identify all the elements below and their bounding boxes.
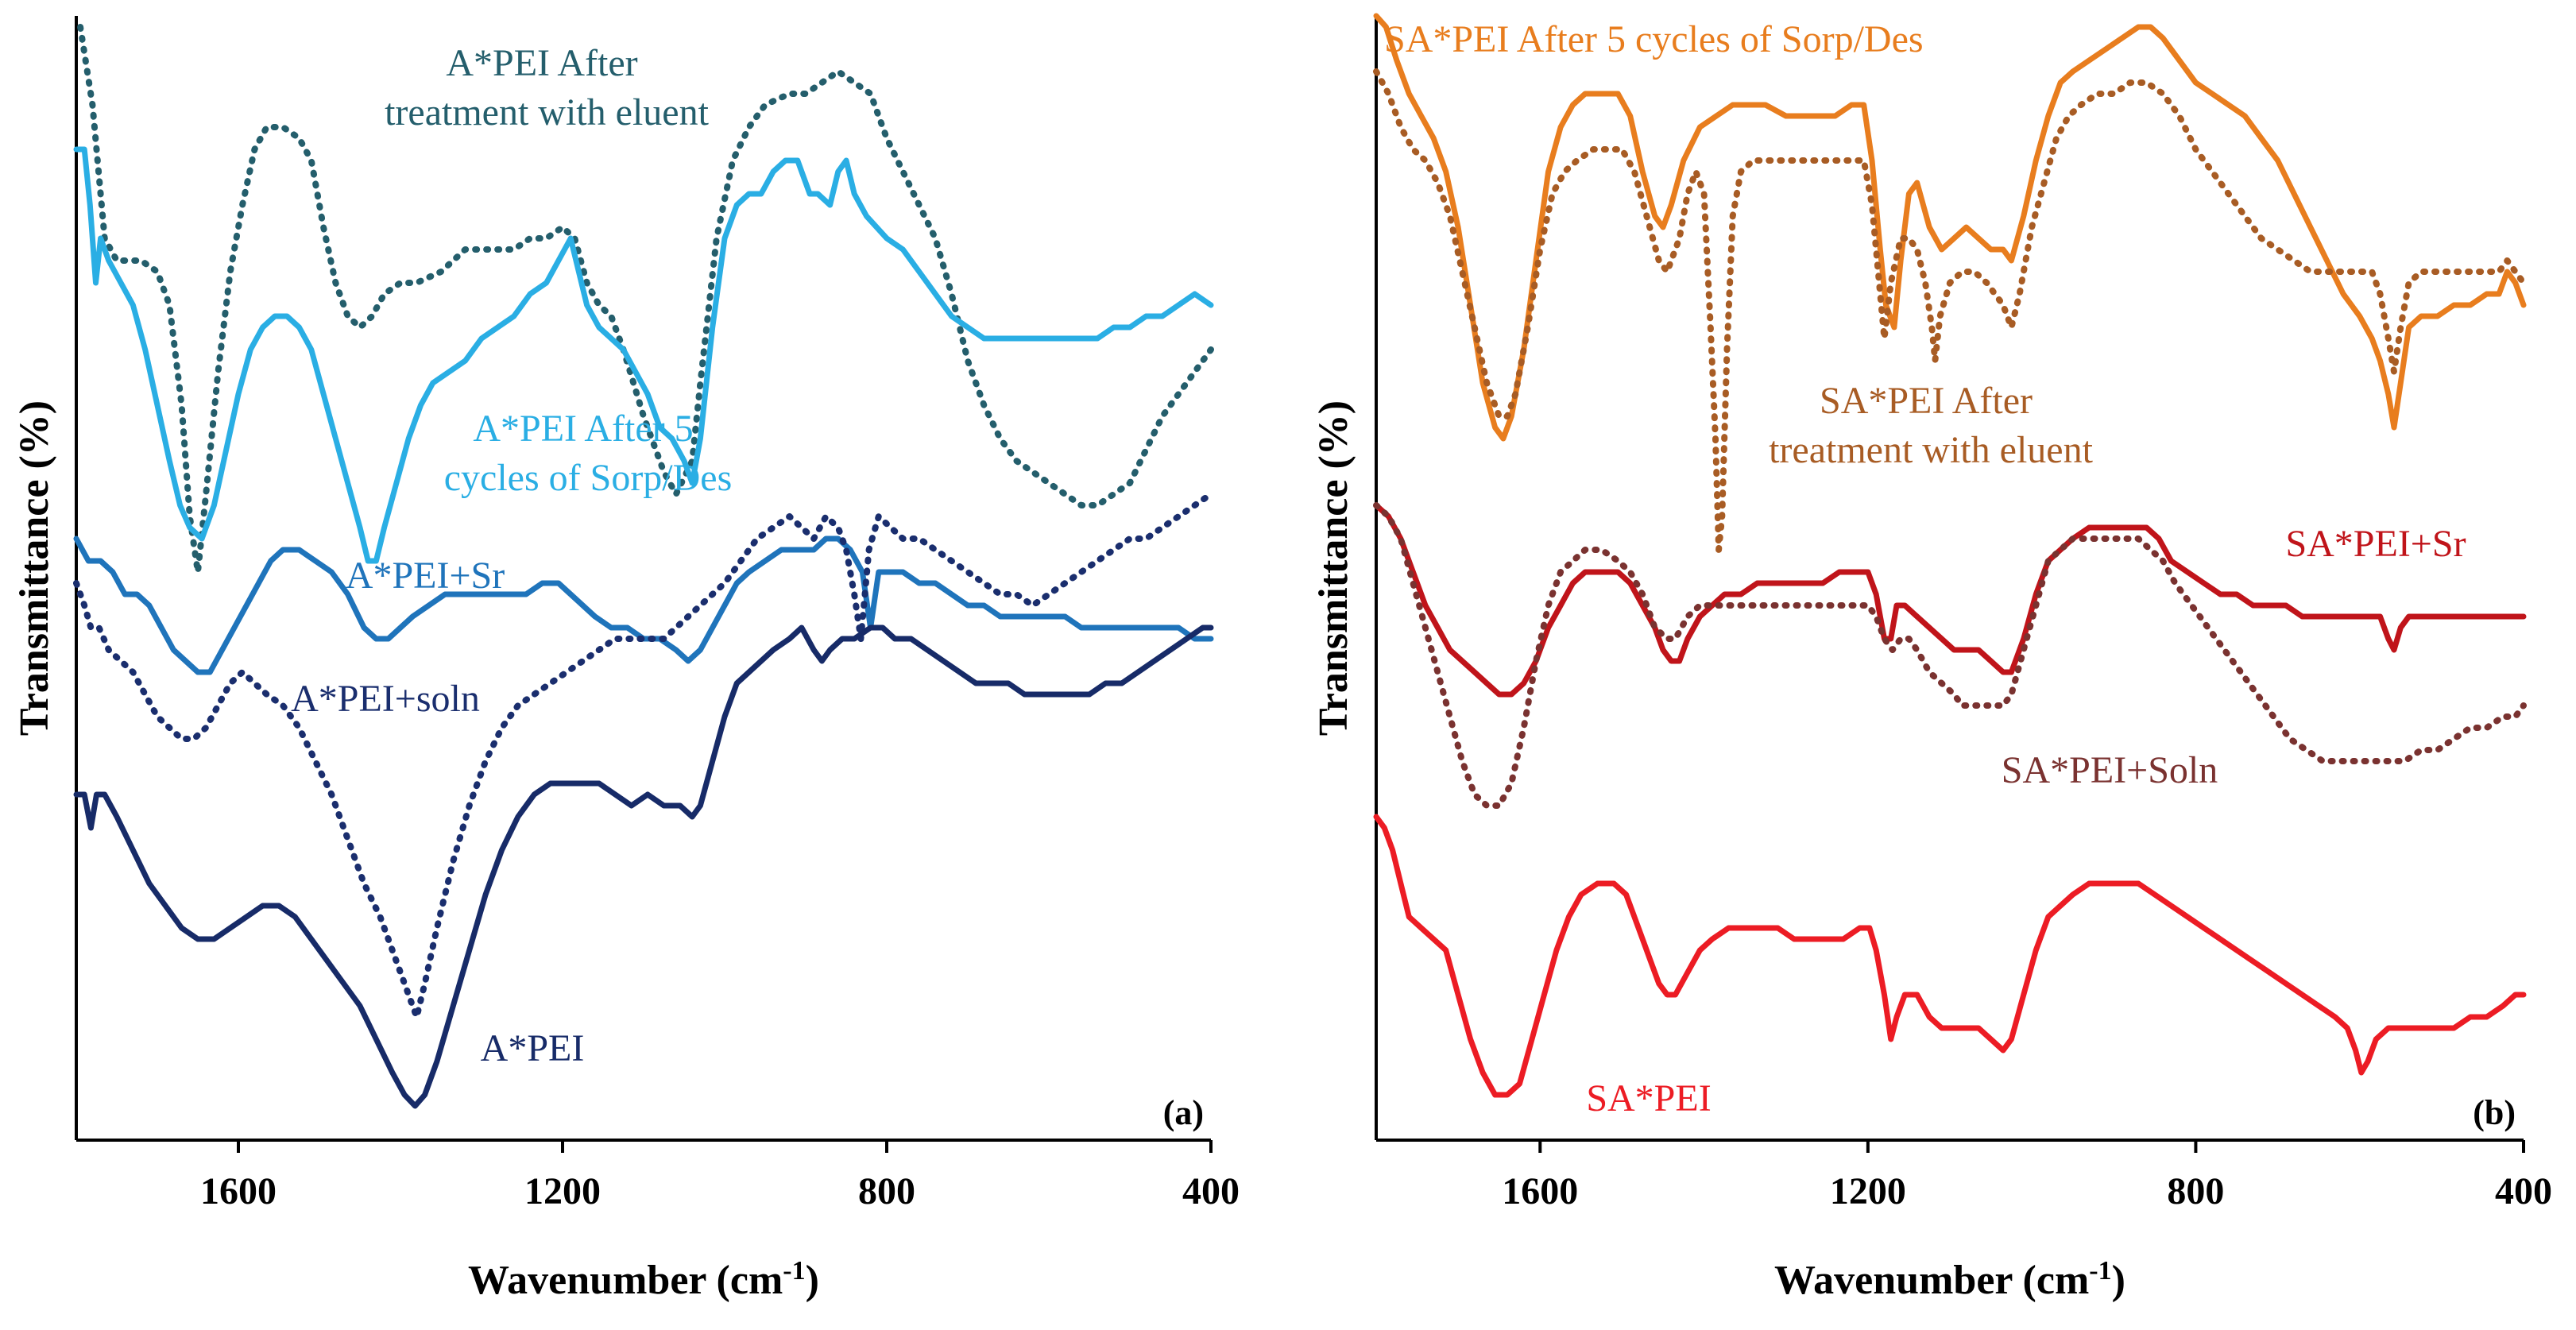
x-ticks: 1600 1200 800 400 (1502, 1140, 2552, 1212)
series-label-sr: A*PEI+Sr (346, 555, 505, 597)
series-label-cycles: SA*PEI After 5 cycles of Sorp/Des (1384, 18, 1924, 60)
series-label-sapei: SA*PEI (1586, 1077, 1711, 1119)
series-label-soln: A*PEI+soln (291, 678, 480, 720)
series-line-a-pei-soln (73, 491, 1214, 1020)
series-line-a-pei-after-5-cycles-of-sorp-des (73, 146, 1214, 564)
series-line-a-pei-sr (73, 535, 1214, 675)
series-label-apei: A*PEI (481, 1027, 585, 1069)
series-label-eluent: SA*PEI After treatment with eluent (1769, 380, 2094, 471)
x-tick-label: 1200 (1830, 1170, 1906, 1212)
x-tick-label: 1600 (200, 1170, 277, 1212)
series-line-sa-pei-soln (1373, 502, 2527, 809)
series-line-a-pei (73, 624, 1214, 1109)
panel-label: (b) (2473, 1093, 2516, 1132)
x-tick-label: 1200 (524, 1170, 601, 1212)
panel-a: 1600 1200 800 400 Transmittance (%) Wavenum… (12, 16, 1240, 1303)
x-tick-label: 1600 (1502, 1170, 1578, 1212)
x-tick-label: 400 (2495, 1170, 2552, 1212)
series-line-a-pei-after-treatment-with-eluent (77, 24, 1214, 575)
x-tick-label: 400 (1182, 1170, 1240, 1212)
series-label-sr: SA*PEI+Sr (2285, 523, 2466, 565)
y-axis-title: Transmittance (%) (12, 400, 57, 736)
x-axis-title: Wavenumber (cm-1) (1774, 1256, 2125, 1304)
series-line-sa-pei-after-5-cycles-of-sorp-des (1373, 13, 2527, 442)
series-label-cycles: A*PEI After 5 cycles of Sorp/Des (444, 408, 733, 499)
panel-label: (a) (1163, 1093, 1204, 1132)
panel-b: 1600 1200 800 400 Transmittance (%) Wavenum… (1311, 13, 2552, 1304)
series-group (73, 24, 1214, 1109)
series-line-sa-pei-sr (1373, 502, 2527, 698)
series-label-soln: SA*PEI+Soln (2002, 749, 2218, 791)
series-line-sa-pei-after-treatment-with-eluent (1373, 68, 2527, 553)
series-label-eluent: A*PEI After treatment with eluent (385, 42, 710, 133)
x-tick-label: 800 (2167, 1170, 2224, 1212)
x-ticks: 1600 1200 800 400 (200, 1140, 1240, 1212)
y-axis-title: Transmittance (%) (1311, 400, 1356, 736)
x-axis-title: Wavenumber (cm-1) (468, 1256, 819, 1304)
x-tick-label: 800 (858, 1170, 915, 1212)
series-line-sa-pei (1373, 814, 2527, 1098)
series-group (1373, 13, 2527, 1098)
